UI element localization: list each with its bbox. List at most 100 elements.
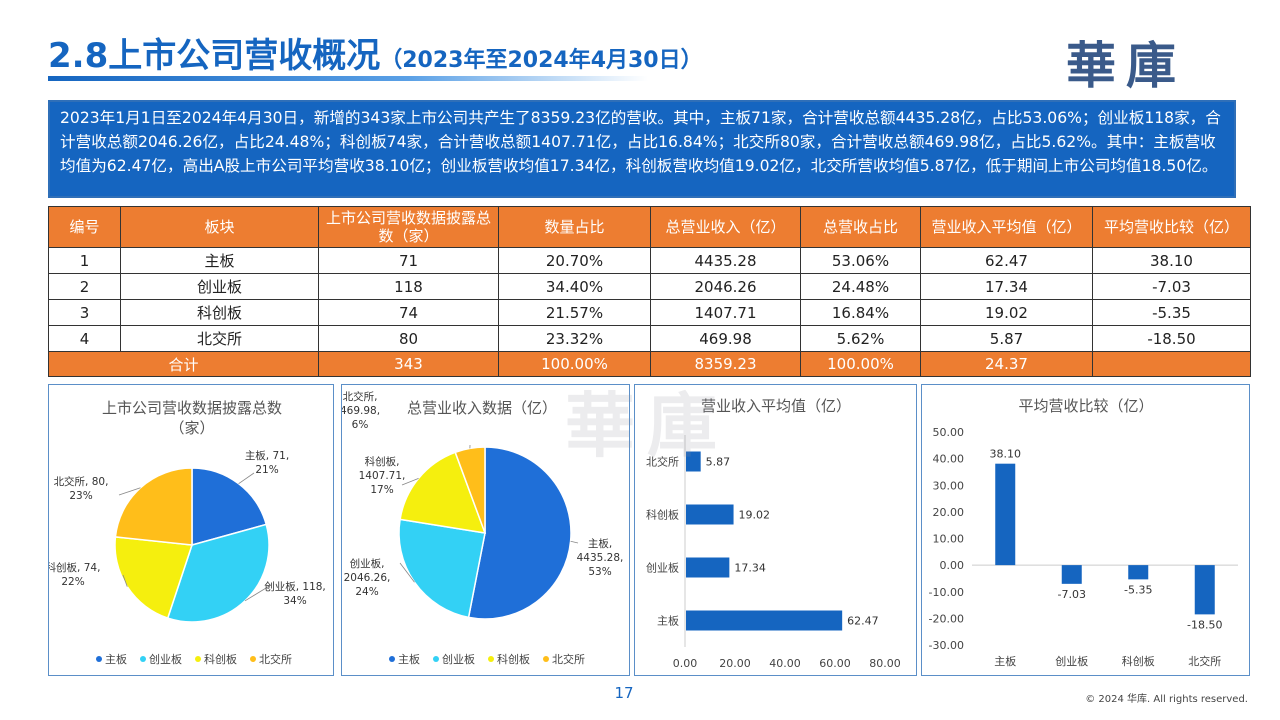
legend-swatch <box>250 656 256 662</box>
chart-title: 上市公司营收数据披露总数 <box>102 399 282 417</box>
chart-title: （家） <box>169 419 214 437</box>
table-cell: 20.70% <box>498 247 651 274</box>
table-row: 2 创业板 118 34.40% 2046.26 24.48% 17.34 -7… <box>48 273 1251 300</box>
revenue-pie-chart: 总营业收入数据（亿） 主板, 4435.28, 53% 创业板, 2046.26, 24% 科… <box>342 390 624 666</box>
legend-label: 北交所 <box>552 652 585 666</box>
table-cell: 74 <box>318 299 499 326</box>
pie-leader-line <box>399 562 415 583</box>
legend-swatch <box>389 656 395 662</box>
chart-panel-average-bar: 营业收入平均值（亿） 北交所 5.87 科创板 19.02 创业板 17.34 主板 62.47… <box>634 384 917 676</box>
table-row: 1 主板 71 20.70% 4435.28 53.06% 62.47 38.1… <box>48 247 1251 274</box>
table-cell: 118 <box>318 273 499 300</box>
chart-title: 总营业收入数据（亿） <box>407 399 557 417</box>
chart-title: 平均营收比较（亿） <box>1018 397 1153 415</box>
chart-panel-compare-bar: 平均营收比较（亿） 50.00 40.00 30.00 20.00 10.00 0.00 -1… <box>921 384 1250 676</box>
table-cell <box>1092 351 1251 377</box>
tick-label: 0.00 <box>940 559 965 572</box>
table-cell: 53.06% <box>800 247 921 274</box>
table-cell: 23.32% <box>498 325 651 352</box>
table-cell: -7.03 <box>1092 273 1251 300</box>
pie-data-label: 469.98, <box>342 405 380 417</box>
tick-label: 50.00 <box>933 426 965 439</box>
legend-swatch <box>96 656 102 662</box>
revenue-table: 编号 板块 上市公司营收数据披露总数（家） 数量占比 总营业收入（亿） 总营收占… <box>48 206 1251 377</box>
table-cell: 4 <box>48 325 121 352</box>
legend-swatch <box>488 656 494 662</box>
bar <box>1061 565 1082 584</box>
bar <box>686 557 730 578</box>
table-cell: 3 <box>48 299 121 326</box>
legend-label: 创业板 <box>442 652 475 666</box>
pie-slice <box>114 467 193 546</box>
tick-label: -30.00 <box>929 639 964 652</box>
category-label: 北交所 <box>646 455 679 469</box>
pie-data-label: 科创板, <box>365 455 400 468</box>
pie-slice <box>166 523 270 623</box>
tick-label: -20.00 <box>929 612 964 625</box>
pie-data-label: 创业板, <box>350 557 385 570</box>
legend-swatch <box>140 656 146 662</box>
table-cell: 合计 <box>48 351 319 377</box>
data-label: -18.50 <box>1187 618 1222 631</box>
data-label: 17.34 <box>734 562 766 575</box>
legend-label: 创业板 <box>149 652 182 666</box>
table-header-cell: 总营收占比 <box>800 206 921 248</box>
table-cell: 24.48% <box>800 273 921 300</box>
table-cell: 5.62% <box>800 325 921 352</box>
page-number: 17 <box>614 684 634 702</box>
table-header-row: 编号 板块 上市公司营收数据披露总数（家） 数量占比 总营业收入（亿） 总营收占… <box>48 206 1251 248</box>
tick-label: 30.00 <box>933 479 965 492</box>
pie-data-label: 6% <box>352 419 369 431</box>
pie-slice <box>191 467 268 546</box>
table-header-cell: 编号 <box>48 206 121 248</box>
table-cell: 21.57% <box>498 299 651 326</box>
category-label: 北交所 <box>1188 654 1221 668</box>
table-cell: 100.00% <box>800 351 921 377</box>
pie-leader-line <box>401 477 419 486</box>
category-label: 主板 <box>657 614 679 628</box>
pie-slice <box>467 446 572 620</box>
pie-leader-line <box>118 487 141 496</box>
pie-data-label: 53% <box>588 566 611 578</box>
category-label: 科创板 <box>1122 654 1155 668</box>
table-cell: 62.47 <box>920 247 1093 274</box>
table-cell: 80 <box>318 325 499 352</box>
pie-data-label: 22% <box>61 576 84 588</box>
table-cell: 北交所 <box>120 325 319 352</box>
data-label: 62.47 <box>847 615 879 628</box>
pie-slice <box>454 446 486 534</box>
brand-logo: 華庫 <box>1066 36 1186 95</box>
legend-label: 科创板 <box>204 652 237 666</box>
pie-data-label: 34% <box>283 595 306 607</box>
tick-label: 20.00 <box>933 506 965 519</box>
data-label: -5.35 <box>1124 583 1152 596</box>
pie-leader-line <box>244 584 272 602</box>
table-cell: -18.50 <box>1092 325 1251 352</box>
copyright-text: © 2024 华库. All rights reserved. <box>1085 694 1248 705</box>
table-cell: 5.87 <box>920 325 1093 352</box>
table-cell: 主板 <box>120 247 319 274</box>
pie-data-label: 科创板, 74, <box>49 561 100 574</box>
compare-bar-chart: 平均营收比较（亿） 50.00 40.00 30.00 20.00 10.00 0.00 -1… <box>929 397 1238 668</box>
bar <box>686 451 701 472</box>
page-title: 2.8上市公司营收概况（2023年至2024年4月30日） <box>48 28 703 77</box>
table-cell: 1 <box>48 247 121 274</box>
chart-panel-count-pie: 上市公司营收数据披露总数 （家） 主板, 71, 21% 创业板, 118, 34% 科创板… <box>48 384 334 676</box>
pie-data-label: 17% <box>370 484 393 496</box>
chart-title: 营业收入平均值（亿） <box>701 397 851 415</box>
table-total-row: 合计 343 100.00% 8359.23 100.00% 24.37 <box>48 351 1251 377</box>
table-row: 4 北交所 80 23.32% 469.98 5.62% 5.87 -18.50 <box>48 325 1251 352</box>
category-label: 创业板 <box>646 561 679 575</box>
pie-data-label: 4435.28, <box>577 552 624 564</box>
legend-swatch <box>543 656 549 662</box>
table-cell: 19.02 <box>920 299 1093 326</box>
watermark-logo: 華庫 <box>565 384 729 467</box>
pie-data-label: 北交所, <box>343 390 378 403</box>
page-title-main: 2.8上市公司营收概况 <box>48 36 381 76</box>
tick-label: -10.00 <box>929 586 964 599</box>
chart-panel-revenue-pie: 总营业收入数据（亿） 主板, 4435.28, 53% 创业板, 2046.26, 24% 科… <box>341 384 630 676</box>
table-header-cell: 总营业收入（亿） <box>650 206 801 248</box>
table-cell: 科创板 <box>120 299 319 326</box>
table-cell: 24.37 <box>920 351 1093 377</box>
pie-data-label: 24% <box>355 586 378 598</box>
